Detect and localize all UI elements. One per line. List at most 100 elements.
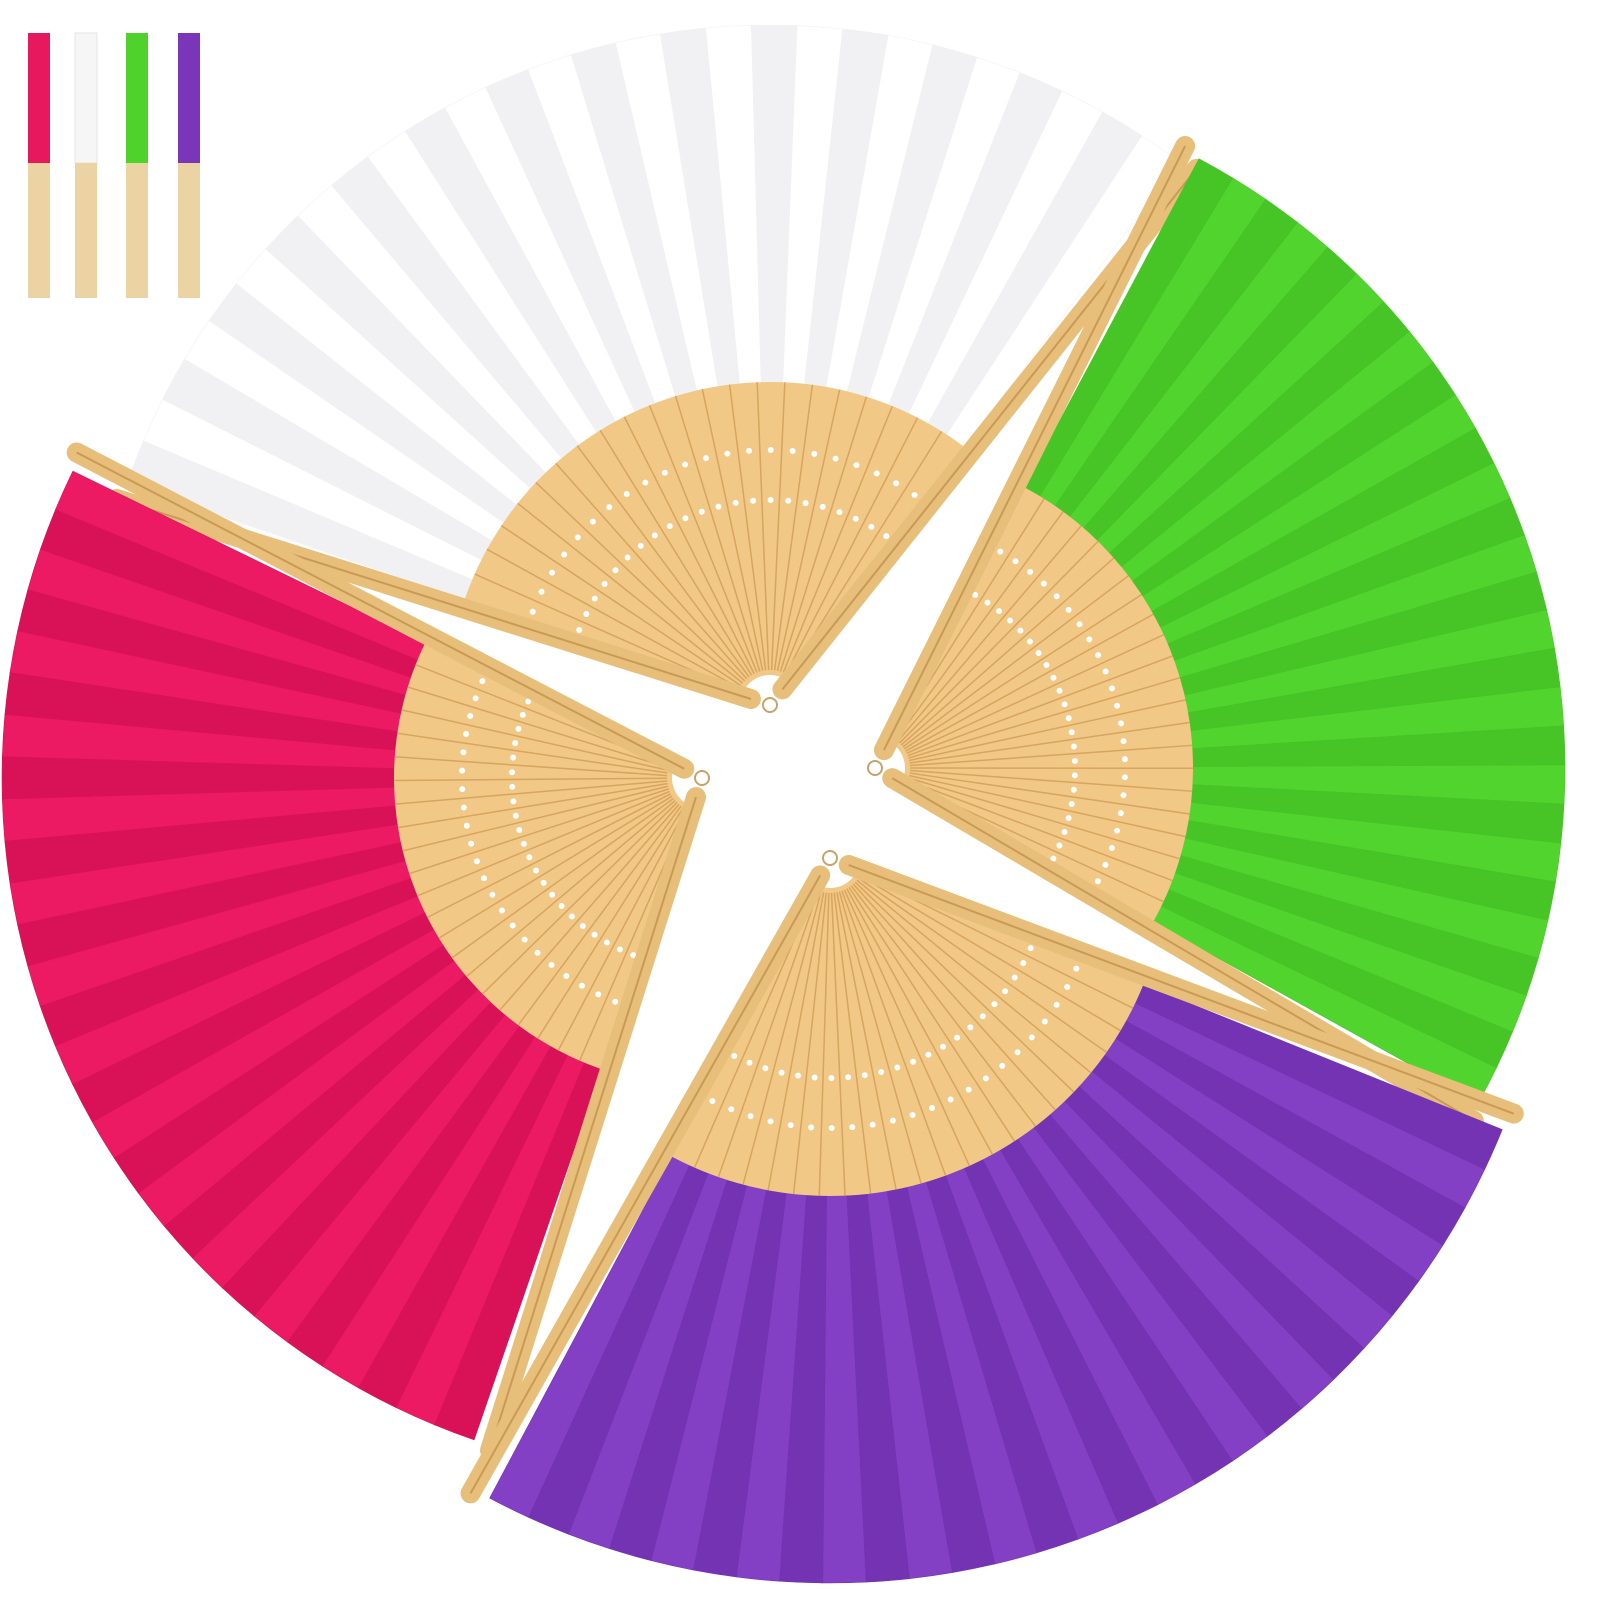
rib-hole [1108, 685, 1115, 692]
bamboo-rib-edge [854, 881, 1075, 1093]
bamboo-rib-edge [742, 891, 822, 1185]
rib-hole [982, 1075, 989, 1082]
rib-hole [852, 515, 859, 522]
rib-hole [745, 447, 752, 454]
bamboo-rib-edge [728, 384, 767, 671]
bamboo-rib-edge [909, 774, 1186, 838]
rib-hole [1050, 855, 1057, 862]
bamboo-rib-edge [537, 807, 684, 1039]
pivot-rivet [762, 697, 778, 713]
rib-hole [728, 1106, 735, 1113]
rib-hole [533, 867, 540, 874]
rib-hole [473, 858, 480, 865]
fan-purple [460, 850, 1524, 1584]
rib-hole [811, 450, 818, 457]
bamboo-rib-edge [830, 892, 846, 1196]
rib-hole [1026, 638, 1033, 645]
rib-hole [472, 695, 479, 702]
rib-hole [1070, 743, 1077, 750]
thumb-bamboo [126, 163, 148, 298]
rib-hole [498, 907, 505, 914]
rib-hole [459, 786, 466, 793]
fans [1, 24, 1566, 1584]
guard-stick-edge [489, 796, 697, 1451]
bamboo-rib-edge [843, 889, 971, 1167]
rib-hole [979, 1013, 986, 1020]
rib-hole [1065, 815, 1072, 822]
rib-hole [603, 939, 610, 946]
rib-hole [1050, 674, 1057, 681]
rib-hole [616, 946, 623, 953]
bamboo-rib-edge [499, 803, 680, 1011]
rib-hole [578, 982, 585, 989]
pivot-rivet [867, 760, 883, 776]
rib-hole [836, 509, 843, 516]
rib-hole [1121, 774, 1128, 781]
thumb-paper [126, 33, 148, 163]
rib-hole [624, 554, 631, 561]
rib-hole [1068, 729, 1075, 736]
bamboo-rib-edge [900, 557, 1115, 746]
bamboo-rib-edge [402, 785, 669, 852]
bamboo-rib-edge [856, 879, 1092, 1074]
bamboo-rib-edge [451, 797, 675, 959]
rib-hole [709, 1098, 716, 1105]
thumbnail-white [74, 32, 98, 298]
rib-hole [1061, 828, 1068, 835]
rib-hole [1041, 1018, 1048, 1025]
bamboo-rib-edge [907, 655, 1173, 757]
rib-hole [954, 1034, 961, 1041]
thumbnail-green [126, 33, 148, 298]
rib-hole [576, 627, 583, 634]
rib-hole [651, 532, 658, 539]
rib-hole [750, 497, 757, 504]
rib-hole [1027, 945, 1034, 952]
bamboo-rib-edge [408, 788, 669, 875]
rib-hole [1095, 652, 1102, 659]
rib-hole [972, 591, 979, 598]
bamboo-rib-edge [517, 805, 682, 1026]
rib-hole [463, 730, 470, 737]
bamboo-rib-edge [899, 540, 1099, 744]
rib-hole [984, 599, 991, 606]
rib-hole [869, 1121, 876, 1128]
rib-hole [1070, 786, 1077, 793]
rib-hole [1114, 827, 1121, 834]
rib-hole [561, 551, 568, 558]
bamboo-rib-edge [717, 890, 820, 1178]
rib-hole [1056, 687, 1063, 694]
bamboo-rib-edge [908, 676, 1181, 759]
rib-hole [521, 936, 528, 943]
bamboo-rib-edge [897, 525, 1082, 742]
rib-hole [819, 503, 826, 510]
rib-hole [467, 712, 474, 719]
bamboo-rib-edge [394, 777, 668, 782]
pivot-rivet [822, 850, 838, 866]
rib-hole [794, 1072, 801, 1079]
rib-hole [878, 1068, 885, 1075]
rib-hole [767, 447, 774, 454]
rib-hole [785, 497, 792, 504]
rib-hole [1076, 621, 1083, 628]
rib-hole [910, 1058, 917, 1065]
fan-white [106, 24, 1207, 713]
rib-hole [789, 448, 796, 455]
rib-hole [512, 812, 519, 819]
rib-hole [1102, 861, 1109, 868]
rib-hole [731, 1053, 738, 1060]
rib-hole [579, 922, 586, 929]
rib-hole [787, 1122, 794, 1129]
rib-hole [666, 523, 673, 530]
rib-hole [459, 767, 466, 774]
rib-hole [1114, 702, 1121, 709]
rib-hole [1028, 1034, 1035, 1041]
rib-hole [873, 470, 880, 477]
rib-hole [509, 783, 516, 790]
rib-hole [849, 1124, 856, 1131]
bamboo-rib-edge [779, 396, 868, 672]
rib-hole [591, 595, 598, 602]
rib-hole [563, 972, 570, 979]
rib-hole [510, 754, 517, 761]
bamboo-rib-edge [909, 769, 1193, 792]
rib-hole [1073, 965, 1080, 972]
